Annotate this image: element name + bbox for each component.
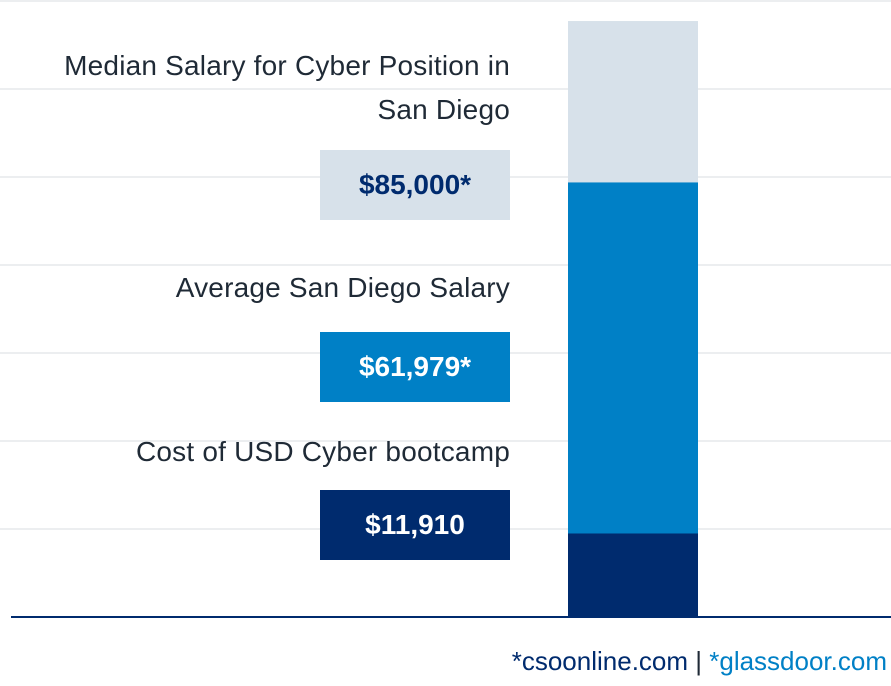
label-median-salary: Median Salary for Cyber Position in San D… <box>64 50 510 125</box>
label-average-salary: Average San Diego Salary <box>175 272 510 303</box>
bar-bootcamp <box>568 533 698 617</box>
source-credits: *csoonline.com | *glassdoor.com <box>512 646 887 677</box>
value-box-bootcamp: $11,910 <box>320 490 510 560</box>
source-separator: | <box>688 646 710 676</box>
bars <box>568 21 698 617</box>
value-box-average: $61,979* <box>320 332 510 402</box>
source-csoonline: *csoonline.com <box>511 646 689 676</box>
source-glassdoor: *glassdoor.com <box>709 646 887 676</box>
value-box-median: $85,000* <box>320 150 510 220</box>
label-bootcamp-cost: Cost of USD Cyber bootcamp <box>135 436 510 467</box>
